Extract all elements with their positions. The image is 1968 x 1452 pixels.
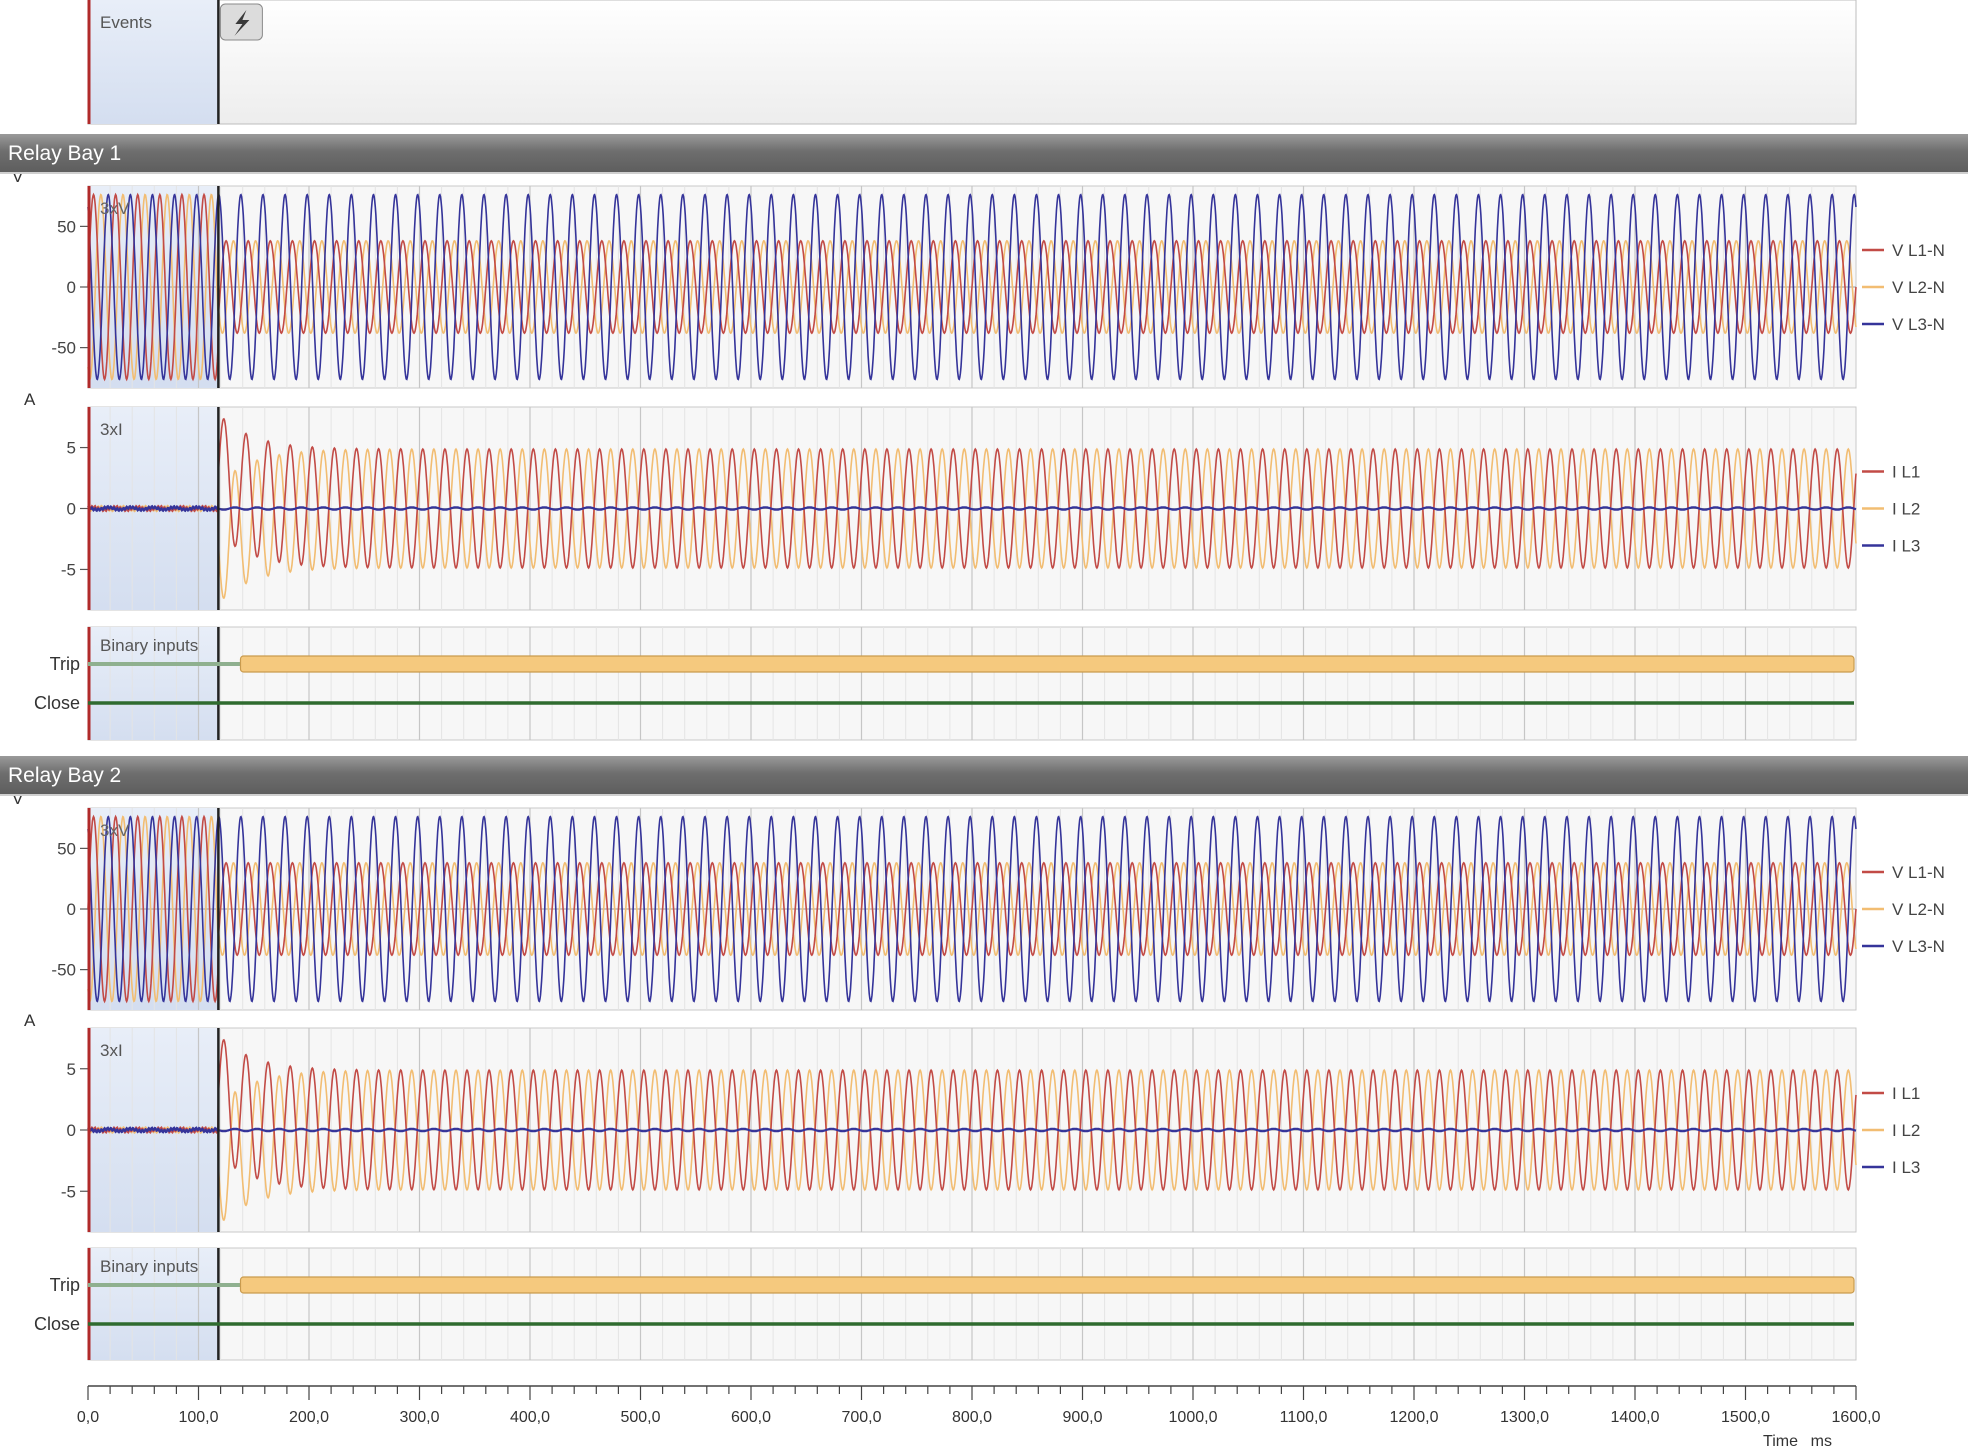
voltage-legend-label: V L1-N: [1892, 241, 1945, 260]
binary-inputs-label: Binary inputs: [100, 1257, 198, 1276]
time-axis-tick-label: 1000,0: [1169, 1409, 1218, 1426]
voltage-legend-label: V L2-N: [1892, 900, 1945, 919]
events-prefault-region: [88, 0, 219, 124]
trip-channel-label: Trip: [50, 1275, 80, 1295]
close-channel-label: Close: [34, 1314, 80, 1334]
voltage-panel-label: 3xV: [100, 821, 130, 840]
bay-header-relay-bay-1[interactable]: Relay Bay 1: [0, 134, 1968, 174]
trip-signal-on-bar: [239, 1276, 1855, 1294]
current-legend-label: I L1: [1892, 463, 1920, 482]
current-trace-i-l3: [87, 503, 1857, 513]
current-legend-label: I L2: [1892, 500, 1920, 519]
voltage-legend-label: V L3-N: [1892, 315, 1945, 334]
events-track: [87, 0, 1857, 125]
current-panel-label: 3xI: [100, 420, 123, 439]
time-axis-tick-label: 1200,0: [1390, 1409, 1439, 1426]
voltage-trace-v-l3-n: [87, 193, 1857, 381]
time-axis-unit: ms: [1811, 1433, 1832, 1450]
binary-inputs-panel: Binary inputs Trip Close: [34, 1247, 1857, 1361]
time-axis-tick-label: 1400,0: [1611, 1409, 1660, 1426]
binary-inputs-label: Binary inputs: [100, 636, 198, 655]
voltage-tick-label: 0: [67, 900, 76, 919]
voltage-legend-label: V L1-N: [1892, 863, 1945, 882]
current-unit-label: A: [24, 390, 36, 409]
close-channel-label: Close: [34, 693, 80, 713]
voltage-trace-v-l2-n: [87, 815, 1857, 1003]
time-axis-tick-label: 1500,0: [1721, 1409, 1770, 1426]
time-axis-tick-label: 200,0: [289, 1409, 329, 1426]
current-panel: 5 0 -5 A 3xI I L1 I L2 I L3: [24, 1011, 1920, 1233]
voltage-tick-label: 50: [57, 839, 76, 858]
current-tick-label: 0: [67, 500, 76, 519]
current-trace-i-l2: [87, 447, 1857, 600]
current-panel: 5 0 -5 A 3xI I L1 I L2 I L3: [24, 390, 1920, 611]
lightning-glyph: [234, 10, 250, 36]
voltage-trace-v-l2-n: [87, 193, 1857, 381]
events-label: Events: [100, 13, 152, 32]
current-tick-label: 5: [67, 1060, 76, 1079]
time-axis-tick-label: 300,0: [399, 1409, 439, 1426]
time-axis-tick-label: 700,0: [841, 1409, 881, 1426]
voltage-tick-label: 50: [57, 217, 76, 236]
voltage-trace-v-l1-n: [87, 192, 1857, 382]
voltage-legend-label: V L3-N: [1892, 937, 1945, 956]
voltage-tick-label: 0: [67, 278, 76, 297]
current-trace-i-l3: [87, 1124, 1857, 1134]
current-trace-i-l1: [87, 1038, 1857, 1192]
time-axis-tick-label: 900,0: [1062, 1409, 1102, 1426]
current-tick-label: 5: [67, 439, 76, 458]
trip-signal-on-bar: [239, 655, 1855, 673]
time-axis-tick-label: 800,0: [952, 1409, 992, 1426]
time-axis-tick-label: 0,0: [77, 1409, 99, 1426]
current-legend-label: I L1: [1892, 1084, 1920, 1103]
current-trace-i-l1: [87, 417, 1857, 570]
voltage-trace-v-l3-n: [87, 815, 1857, 1003]
current-legend-label: I L3: [1892, 537, 1920, 556]
binary-inputs-panel: Binary inputs Trip Close: [34, 626, 1857, 741]
time-axis-label: Time: [1763, 1433, 1798, 1450]
bay-header-relay-bay-2[interactable]: Relay Bay 2: [0, 756, 1968, 796]
time-axis-tick-label: 1100,0: [1280, 1409, 1328, 1426]
time-axis-tick-label: 600,0: [731, 1409, 771, 1426]
trip-channel-label: Trip: [50, 654, 80, 674]
voltage-tick-label: -50: [51, 961, 76, 980]
current-legend-label: I L3: [1892, 1158, 1920, 1177]
current-panel-label: 3xI: [100, 1041, 123, 1060]
voltage-legend-label: V L2-N: [1892, 278, 1945, 297]
time-axis-tick-label: 1300,0: [1500, 1409, 1549, 1426]
time-axis-tick-label: 1600,0: [1832, 1409, 1881, 1426]
lightning-icon[interactable]: [219, 3, 263, 41]
voltage-panel-label: 3xV: [100, 199, 130, 218]
time-axis-tick-label: 500,0: [620, 1409, 660, 1426]
current-legend-label: I L2: [1892, 1121, 1920, 1140]
voltage-tick-label: -50: [51, 339, 76, 358]
current-tick-label: 0: [67, 1121, 76, 1140]
current-tick-label: -5: [61, 560, 76, 579]
voltage-trace-v-l1-n: [87, 814, 1857, 1004]
current-unit-label: A: [24, 1011, 36, 1030]
current-trace-i-l2: [87, 1068, 1857, 1222]
time-axis-tick-label: 100,0: [178, 1409, 218, 1426]
time-axis-tick-label: 400,0: [510, 1409, 550, 1426]
current-tick-label: -5: [61, 1182, 76, 1201]
